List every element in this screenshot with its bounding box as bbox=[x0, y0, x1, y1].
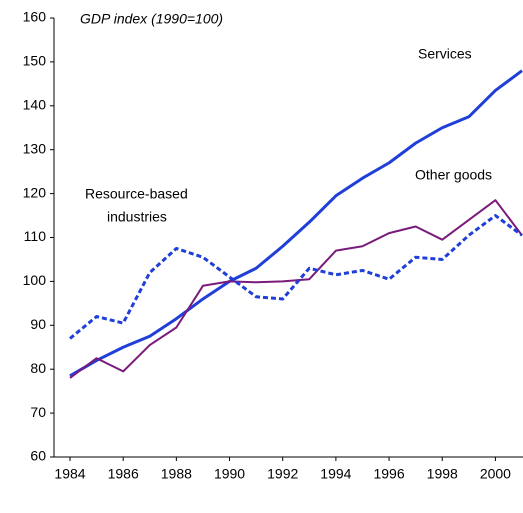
y-tick-label: 120 bbox=[23, 184, 47, 200]
y-tick-label: 100 bbox=[23, 272, 47, 288]
x-tick-label: 1984 bbox=[54, 466, 85, 482]
x-tick-label: 1988 bbox=[161, 466, 192, 482]
y-tick-label: 70 bbox=[30, 404, 46, 420]
y-tick-label: 130 bbox=[23, 140, 47, 156]
x-tick-label: 1990 bbox=[214, 466, 245, 482]
y-tick-label: 140 bbox=[23, 97, 47, 113]
x-tick-label: 1996 bbox=[373, 466, 404, 482]
annotation: industries bbox=[107, 209, 167, 225]
y-tick-label: 150 bbox=[23, 53, 47, 69]
y-tick-label: 80 bbox=[30, 360, 46, 376]
y-tick-label: 90 bbox=[30, 316, 46, 332]
series-line bbox=[69, 199, 523, 379]
chart-title: GDP index (1990=100) bbox=[80, 11, 223, 27]
series-line bbox=[69, 214, 523, 340]
y-tick-label: 110 bbox=[24, 228, 47, 244]
annotation: Other goods bbox=[415, 167, 492, 183]
x-tick-label: 1986 bbox=[108, 466, 139, 482]
x-tick-label: 1994 bbox=[320, 466, 351, 482]
x-tick-label: 1998 bbox=[427, 466, 458, 482]
x-tick-label: 2000 bbox=[480, 466, 511, 482]
x-tick-label: 1992 bbox=[267, 466, 298, 482]
annotation: Services bbox=[418, 46, 472, 62]
y-tick-label: 60 bbox=[30, 448, 46, 464]
series-line bbox=[69, 69, 523, 378]
annotation: Resource-based bbox=[85, 186, 188, 202]
y-tick-label: 160 bbox=[23, 9, 47, 25]
